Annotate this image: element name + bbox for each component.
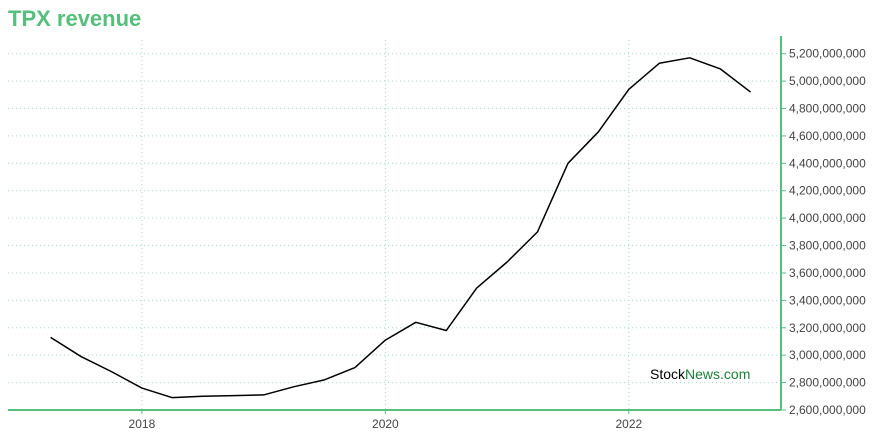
stocknews-watermark: StockNews.com bbox=[650, 366, 750, 382]
y-tick-label: 2,800,000,000 bbox=[789, 376, 866, 390]
chart-title: TPX revenue bbox=[8, 6, 142, 31]
grid-lines bbox=[8, 40, 781, 411]
watermark-stock: Stock bbox=[650, 366, 686, 382]
y-tick-label: 5,200,000,000 bbox=[789, 47, 866, 61]
y-tick-label: 4,200,000,000 bbox=[789, 184, 866, 198]
x-tick-label: 2020 bbox=[372, 417, 399, 431]
axes bbox=[8, 36, 786, 414]
y-tick-label: 4,800,000,000 bbox=[789, 102, 866, 116]
x-axis-tick-labels: 2018 2020 2022 bbox=[129, 417, 643, 431]
y-tick-label: 3,400,000,000 bbox=[789, 293, 866, 307]
y-tick-label: 3,600,000,000 bbox=[789, 266, 866, 280]
y-tick-label: 2,600,000,000 bbox=[789, 403, 866, 417]
y-tick-label: 3,000,000,000 bbox=[789, 348, 866, 362]
y-tick-label: 3,800,000,000 bbox=[789, 239, 866, 253]
y-tick-label: 4,000,000,000 bbox=[789, 211, 866, 225]
y-axis-tick-labels: 2,600,000,000 2,800,000,000 3,000,000,000 3… bbox=[789, 47, 866, 417]
x-tick-label: 2018 bbox=[129, 417, 156, 431]
watermark-news: News bbox=[685, 366, 720, 382]
x-tick-label: 2022 bbox=[615, 417, 642, 431]
y-tick-label: 5,000,000,000 bbox=[789, 74, 866, 88]
revenue-series-line bbox=[50, 57, 752, 399]
y-tick-label: 3,200,000,000 bbox=[789, 321, 866, 335]
y-tick-label: 4,400,000,000 bbox=[789, 156, 866, 170]
y-tick-label: 4,600,000,000 bbox=[789, 129, 866, 143]
watermark-com: .com bbox=[720, 366, 750, 382]
series-layer bbox=[50, 57, 752, 399]
